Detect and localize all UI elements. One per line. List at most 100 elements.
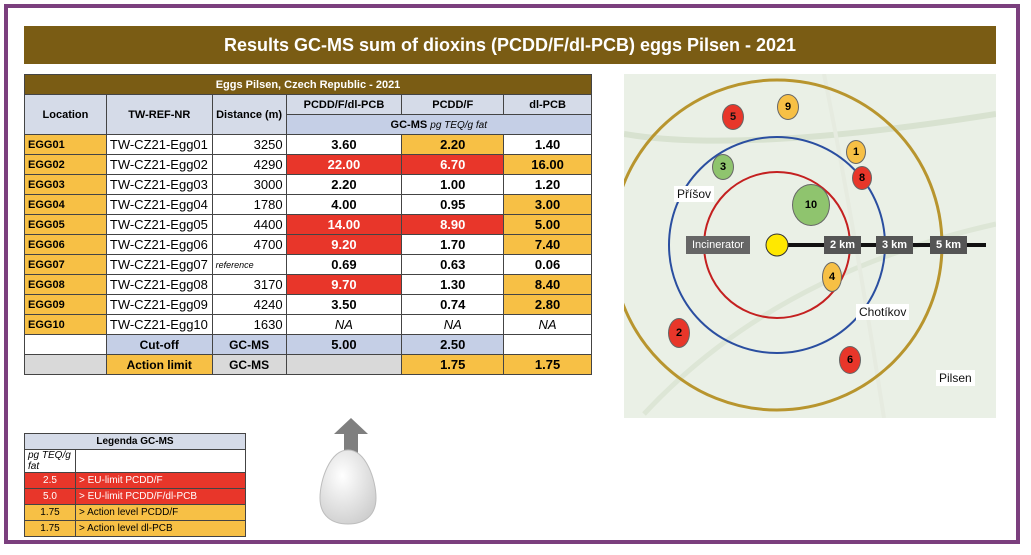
cutoff-method: GC-MS xyxy=(211,334,287,355)
action-blank xyxy=(24,354,107,375)
cell-pcddf-dlpcb: 3.60 xyxy=(285,134,403,155)
legend-text: > Action level dl-PCB xyxy=(75,520,246,537)
place-prisov: Příšov xyxy=(674,186,715,202)
table-caption: Eggs Pilsen, Czech Republic - 2021 xyxy=(24,74,592,95)
marker-9: 9 xyxy=(777,94,799,120)
cell-pcddf: 0.95 xyxy=(401,194,505,215)
legend-text: > Action level PCDD/F xyxy=(75,504,246,521)
cell-ref: TW-CZ21-Egg09 xyxy=(105,294,213,315)
cell-dlpcb: 3.00 xyxy=(503,194,592,215)
cell-dlpcb: 0.06 xyxy=(503,254,592,275)
marker-8: 8 xyxy=(852,166,872,190)
table-row: EGG06 TW-CZ21-Egg06 4700 9.20 1.70 7.40 xyxy=(24,234,592,255)
cell-pcddf: 8.90 xyxy=(401,214,505,235)
cell-location: EGG07 xyxy=(24,254,107,275)
table-row: EGG10 TW-CZ21-Egg10 1630 NA NA NA xyxy=(24,314,592,335)
cell-ref: TW-CZ21-Egg04 xyxy=(105,194,213,215)
legend-item: 2.5 > EU-limit PCDD/F xyxy=(24,472,246,489)
cell-ref: TW-CZ21-Egg10 xyxy=(105,314,213,335)
action-c1 xyxy=(285,354,403,375)
header-location: Location xyxy=(24,94,107,135)
cell-pcddf: 1.70 xyxy=(401,234,505,255)
cell-pcddf: NA xyxy=(401,314,505,335)
place-chotikov: Chotíkov xyxy=(856,304,910,320)
distance-2km: 2 km xyxy=(824,236,862,254)
cell-ref: TW-CZ21-Egg05 xyxy=(105,214,213,235)
cell-dlpcb: 8.40 xyxy=(503,274,592,295)
cell-location: EGG02 xyxy=(24,154,107,175)
cell-pcddf: 0.63 xyxy=(401,254,505,275)
cell-pcddf: 2.20 xyxy=(401,134,505,155)
cell-location: EGG03 xyxy=(24,174,107,195)
cell-pcddf-dlpcb: 2.20 xyxy=(285,174,403,195)
table-row: EGG03 TW-CZ21-Egg03 3000 2.20 1.00 1.20 xyxy=(24,174,592,195)
cutoff-label: Cut-off xyxy=(105,334,213,355)
egg-icon xyxy=(319,449,377,525)
legend-text: > EU-limit PCDD/F/dl-PCB xyxy=(75,488,246,505)
legend-item: 1.75 > Action level dl-PCB xyxy=(24,520,246,537)
legend-table: Legenda GC-MS pg TEQ/g fat 2.5 > EU-limit… xyxy=(24,433,246,537)
method-label: GC-MS xyxy=(390,118,428,131)
table-row: EGG02 TW-CZ21-Egg02 4290 22.00 6.70 16.00 xyxy=(24,154,592,175)
marker-3: 3 xyxy=(712,154,734,180)
cell-pcddf-dlpcb: 4.00 xyxy=(285,194,403,215)
cell-pcddf: 6.70 xyxy=(401,154,505,175)
cell-distance: 3250 xyxy=(211,134,287,155)
cell-location: EGG06 xyxy=(24,234,107,255)
cell-distance: 4240 xyxy=(211,294,287,315)
table-row: EGG04 TW-CZ21-Egg04 1780 4.00 0.95 3.00 xyxy=(24,194,592,215)
legend-unit-blank xyxy=(75,449,246,473)
header-pcddf: PCDD/F xyxy=(401,94,505,115)
cutoff-c2: 2.50 xyxy=(401,334,505,355)
place-pilsen: Pilsen xyxy=(936,370,975,386)
cell-location: EGG04 xyxy=(24,194,107,215)
location-map: Příšov Chotíkov Pilsen Incinerator 2 km … xyxy=(624,74,996,418)
cell-ref: TW-CZ21-Egg02 xyxy=(105,154,213,175)
cell-distance: 4290 xyxy=(211,154,287,175)
table-row: EGG01 TW-CZ21-Egg01 3250 3.60 2.20 1.40 xyxy=(24,134,592,155)
cell-distance: reference xyxy=(211,254,287,275)
marker-10: 10 xyxy=(792,184,830,226)
unit-subheader: GC-MS pg TEQ/g fat xyxy=(285,114,593,135)
action-method: GC-MS xyxy=(211,354,287,375)
cell-dlpcb: NA xyxy=(503,314,592,335)
action-label: Action limit xyxy=(105,354,213,375)
page-title: Results GC-MS sum of dioxins (PCDD/F/dl-… xyxy=(24,26,996,64)
results-table: Eggs Pilsen, Czech Republic - 2021 Locat… xyxy=(24,74,593,375)
distance-5km: 5 km xyxy=(930,236,968,254)
table-row: EGG09 TW-CZ21-Egg09 4240 3.50 0.74 2.80 xyxy=(24,294,592,315)
marker-6: 6 xyxy=(839,346,861,374)
cell-pcddf-dlpcb: 9.70 xyxy=(285,274,403,295)
cell-ref: TW-CZ21-Egg07 xyxy=(105,254,213,275)
table-row: EGG05 TW-CZ21-Egg05 4400 14.00 8.90 5.00 xyxy=(24,214,592,235)
cutoff-c1: 5.00 xyxy=(285,334,403,355)
cell-distance: 4400 xyxy=(211,214,287,235)
cell-ref: TW-CZ21-Egg01 xyxy=(105,134,213,155)
cutoff-blank xyxy=(24,334,107,355)
distance-3km: 3 km xyxy=(876,236,914,254)
legend-text: > EU-limit PCDD/F xyxy=(75,472,246,489)
legend-value: 1.75 xyxy=(24,504,76,521)
cell-ref: TW-CZ21-Egg08 xyxy=(105,274,213,295)
cell-dlpcb: 1.40 xyxy=(503,134,592,155)
cell-pcddf-dlpcb: NA xyxy=(285,314,403,335)
cell-pcddf: 0.74 xyxy=(401,294,505,315)
marker-5: 5 xyxy=(722,104,744,130)
table-row: EGG08 TW-CZ21-Egg08 3170 9.70 1.30 8.40 xyxy=(24,274,592,295)
action-c2: 1.75 xyxy=(401,354,505,375)
cell-pcddf-dlpcb: 9.20 xyxy=(285,234,403,255)
cell-pcddf-dlpcb: 22.00 xyxy=(285,154,403,175)
legend-unit: pg TEQ/g fat xyxy=(24,449,76,473)
cell-dlpcb: 5.00 xyxy=(503,214,592,235)
legend-item: 1.75 > Action level PCDD/F xyxy=(24,504,246,521)
legend-title: Legenda GC-MS xyxy=(24,433,246,450)
header-ref: TW-REF-NR xyxy=(105,94,213,135)
cell-dlpcb: 1.20 xyxy=(503,174,592,195)
header-pcddf-dlpcb: PCDD/F/dl-PCB xyxy=(285,94,403,115)
cell-pcddf-dlpcb: 3.50 xyxy=(285,294,403,315)
cell-dlpcb: 7.40 xyxy=(503,234,592,255)
cell-location: EGG08 xyxy=(24,274,107,295)
header-distance: Distance (m) xyxy=(211,94,287,135)
cell-dlpcb: 2.80 xyxy=(503,294,592,315)
cell-pcddf-dlpcb: 0.69 xyxy=(285,254,403,275)
